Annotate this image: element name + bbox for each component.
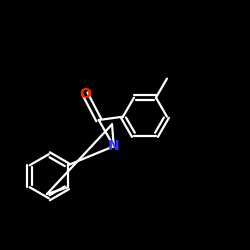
Text: N: N [108, 139, 120, 153]
Text: O: O [79, 87, 91, 101]
